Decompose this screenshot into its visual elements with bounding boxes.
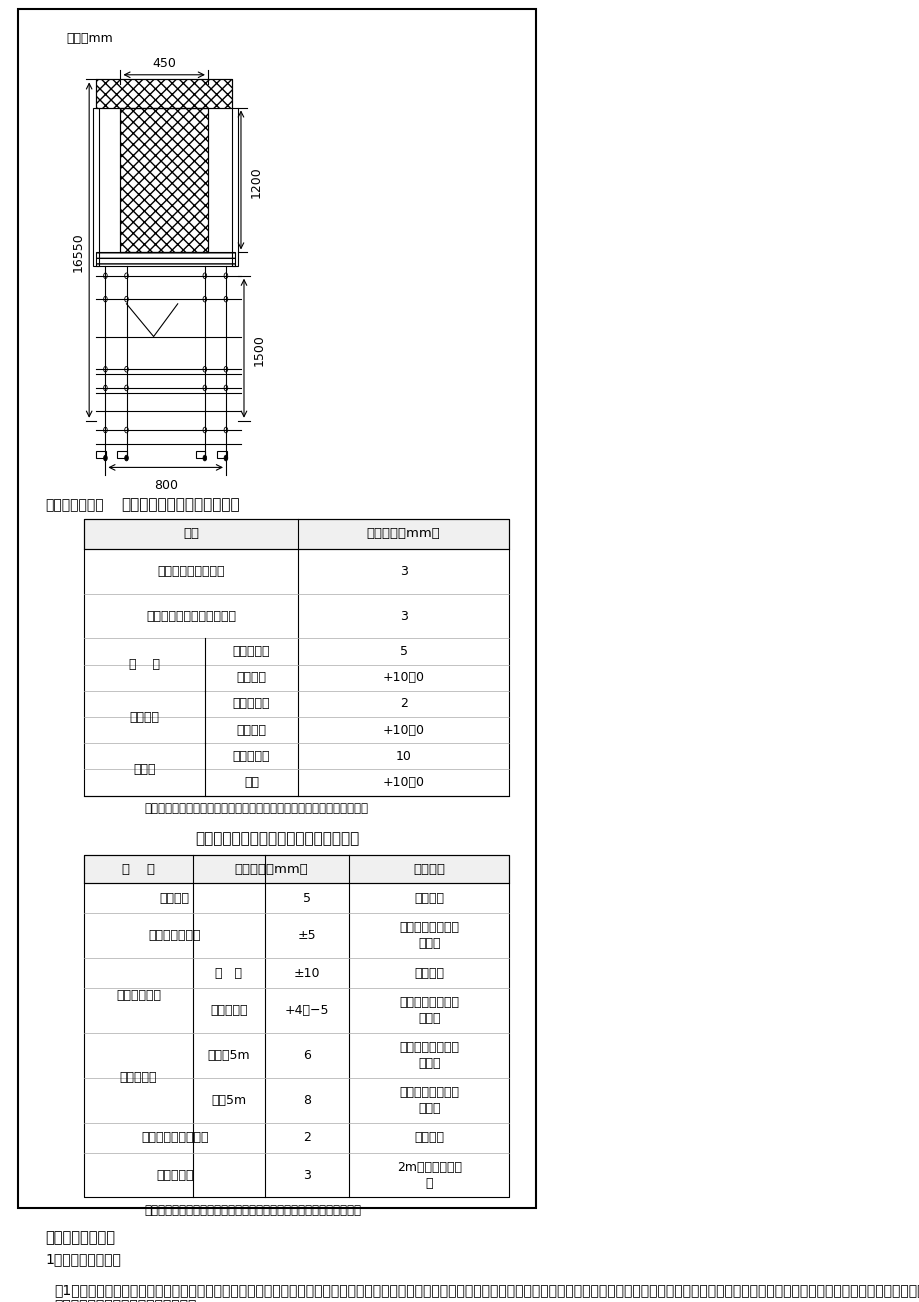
Text: 5: 5 xyxy=(399,644,407,658)
Text: 预埋螺栓: 预埋螺栓 xyxy=(130,711,159,724)
Text: 轴线位置: 轴线位置 xyxy=(160,892,189,905)
Text: 中心线位置: 中心线位置 xyxy=(233,698,270,711)
Text: 中心线位置: 中心线位置 xyxy=(233,644,270,658)
Text: 七、质量保证措施: 七、质量保证措施 xyxy=(45,1230,115,1246)
Text: +10，0: +10，0 xyxy=(382,724,425,737)
Text: 1、把好施工质量关: 1、把好施工质量关 xyxy=(45,1253,121,1266)
Text: 2: 2 xyxy=(399,698,407,711)
Bar xyxy=(96,253,234,267)
Text: 预埋管、预留孔中心线位置: 预埋管、预留孔中心线位置 xyxy=(146,609,236,622)
Text: 5: 5 xyxy=(303,892,311,905)
Bar xyxy=(96,79,232,108)
Text: 2m靠尺和塞尺检
查: 2m靠尺和塞尺检 查 xyxy=(396,1160,461,1190)
Text: +10，0: +10，0 xyxy=(382,776,425,789)
Text: 1500: 1500 xyxy=(253,335,266,366)
Bar xyxy=(120,108,208,253)
Text: ±5: ±5 xyxy=(298,930,316,943)
Text: 1200: 1200 xyxy=(250,167,263,198)
Bar xyxy=(85,518,508,548)
Text: 预留洞: 预留洞 xyxy=(133,763,155,776)
Text: 允许偏差（mm）: 允许偏差（mm） xyxy=(367,527,440,540)
Text: 外露长度: 外露长度 xyxy=(236,672,267,685)
Text: 柱、墙、梁: 柱、墙、梁 xyxy=(210,1004,247,1017)
Circle shape xyxy=(224,456,228,461)
Bar xyxy=(196,450,205,458)
Text: 中心线位置: 中心线位置 xyxy=(233,750,270,763)
Bar xyxy=(85,855,508,883)
Text: 10: 10 xyxy=(395,750,411,763)
Text: 800: 800 xyxy=(153,479,177,492)
Bar xyxy=(93,108,99,267)
Text: 预埋钢板中心线位置: 预埋钢板中心线位置 xyxy=(157,565,225,578)
Circle shape xyxy=(104,456,108,461)
Text: 3: 3 xyxy=(399,609,407,622)
Text: 注：检查中心线位置时，应沿纵、横两个方向量测，并取其中的较大值。: 注：检查中心线位置时，应沿纵、横两个方向量测，并取其中的较大值。 xyxy=(144,802,369,815)
Text: （1）认真仔细地学习和阅读施工图纸，吃透和领会施工图的要求，及时提出不明之处，遇工程变更或其他技术措施，均以施工联系单和签证手续为依据，施工前认真做好各项技术交: （1）认真仔细地学习和阅读施工图纸，吃透和领会施工图的要求，及时提出不明之处，遇… xyxy=(54,1284,919,1302)
Text: 经纬仪或吊线、钢
尺检查: 经纬仪或吊线、钢 尺检查 xyxy=(399,996,459,1025)
Text: 层高垂直度: 层高垂直度 xyxy=(119,1072,157,1085)
Text: 经纬仪或吊线、钢
尺检查: 经纬仪或吊线、钢 尺检查 xyxy=(399,1040,459,1070)
Circle shape xyxy=(203,456,207,461)
Text: 3: 3 xyxy=(399,565,407,578)
Text: 钢尺检查: 钢尺检查 xyxy=(414,1131,444,1144)
Text: 450: 450 xyxy=(152,57,176,70)
Text: 允许偏差（mm）: 允许偏差（mm） xyxy=(234,863,308,876)
Text: 基   础: 基 础 xyxy=(215,966,243,979)
Text: 项目: 项目 xyxy=(183,527,199,540)
Text: 六、质量要求：: 六、质量要求： xyxy=(45,499,104,513)
Text: 底模上表面标高: 底模上表面标高 xyxy=(148,930,200,943)
Text: 单位：mm: 单位：mm xyxy=(66,33,113,46)
Text: 截面内部尺寸: 截面内部尺寸 xyxy=(116,990,161,1003)
Text: 6: 6 xyxy=(303,1049,311,1062)
Text: 水准仪或拉线、钢
尺检查: 水准仪或拉线、钢 尺检查 xyxy=(399,922,459,950)
Text: 2: 2 xyxy=(303,1131,311,1144)
Bar xyxy=(85,855,508,1198)
Text: 大于5m: 大于5m xyxy=(211,1094,246,1107)
Text: 表面平整度: 表面平整度 xyxy=(156,1169,193,1181)
Text: 经纬仪或吊线、钢
尺检查: 经纬仪或吊线、钢 尺检查 xyxy=(399,1086,459,1115)
Circle shape xyxy=(125,456,128,461)
Bar xyxy=(96,450,106,458)
Text: 现浇结构模板安装的允许偏差及检验方法: 现浇结构模板安装的允许偏差及检验方法 xyxy=(195,831,358,846)
Text: 3: 3 xyxy=(303,1169,311,1181)
Text: ±10: ±10 xyxy=(294,966,320,979)
Bar xyxy=(217,450,226,458)
Text: 检验方法: 检验方法 xyxy=(413,863,445,876)
Text: 预埋件和预留孔洞的允许偏差: 预埋件和预留孔洞的允许偏差 xyxy=(121,497,240,513)
Text: +4，−5: +4，−5 xyxy=(285,1004,329,1017)
Bar xyxy=(232,108,238,267)
Text: 8: 8 xyxy=(303,1094,311,1107)
Text: +10，0: +10，0 xyxy=(382,672,425,685)
Text: 外露长度: 外露长度 xyxy=(236,724,267,737)
Text: 尺寸: 尺寸 xyxy=(244,776,259,789)
Bar xyxy=(85,518,508,796)
Bar xyxy=(118,450,127,458)
Text: 插    筋: 插 筋 xyxy=(129,658,160,671)
Text: 相邻两板表面高低差: 相邻两板表面高低差 xyxy=(141,1131,209,1144)
Text: 不大于5m: 不大于5m xyxy=(208,1049,250,1062)
Bar xyxy=(120,108,208,253)
Text: 16550: 16550 xyxy=(72,233,85,272)
Text: 注：检查轴线位置时，应沿纵、横两个方向量测，并取其中的较大值。: 注：检查轴线位置时，应沿纵、横两个方向量测，并取其中的较大值。 xyxy=(144,1204,361,1217)
Text: 钢尺检查: 钢尺检查 xyxy=(414,966,444,979)
Text: 项    目: 项 目 xyxy=(122,863,155,876)
Bar xyxy=(96,79,232,108)
Text: 钢尺检查: 钢尺检查 xyxy=(414,892,444,905)
